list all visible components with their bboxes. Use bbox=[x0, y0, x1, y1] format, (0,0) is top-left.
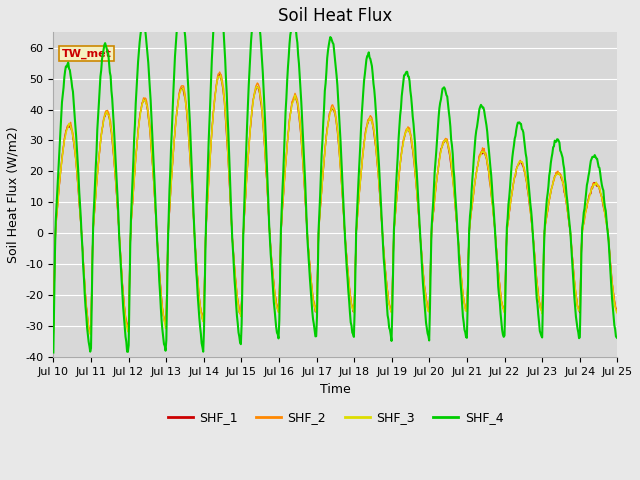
Text: TW_met: TW_met bbox=[62, 48, 112, 59]
Y-axis label: Soil Heat Flux (W/m2): Soil Heat Flux (W/m2) bbox=[7, 126, 20, 263]
Title: Soil Heat Flux: Soil Heat Flux bbox=[278, 7, 392, 25]
Legend: SHF_1, SHF_2, SHF_3, SHF_4: SHF_1, SHF_2, SHF_3, SHF_4 bbox=[163, 406, 508, 429]
X-axis label: Time: Time bbox=[320, 383, 351, 396]
